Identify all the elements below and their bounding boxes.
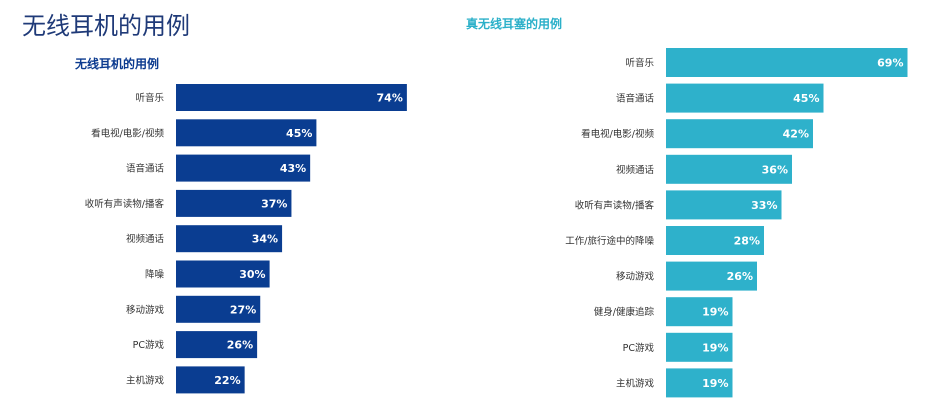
earbuds-value-label: 26% (727, 270, 753, 283)
right-chart-title: 真无线耳塞的用例 (466, 17, 563, 31)
headphones-category-label: 看电视/电影/视频 (91, 127, 164, 139)
earbuds-category-label: 健身/健康追踪 (594, 306, 655, 318)
earbuds-value-label: 19% (702, 377, 728, 390)
headphones-bar (176, 154, 311, 182)
page-title: 无线耳机的用例 (22, 12, 190, 40)
headphones-value-label: 26% (227, 339, 253, 352)
headphones-category-label: 降噪 (145, 269, 165, 281)
earbuds-bar (666, 368, 733, 398)
earbuds-bar (666, 226, 764, 255)
earbuds-bar (666, 332, 733, 362)
headphones-bar (176, 189, 292, 217)
headphones-category-label: 主机游戏 (126, 374, 165, 386)
earbuds-bar (666, 154, 792, 184)
headphones-category-label: 收听有声读物/播客 (85, 198, 165, 210)
headphones-bar (176, 225, 283, 253)
earbuds-value-label: 42% (783, 128, 809, 141)
earbuds-category-label: 移动游戏 (616, 271, 655, 283)
headphones-category-label: PC游戏 (133, 339, 165, 351)
headphones-category-label: 移动游戏 (126, 304, 165, 316)
earbuds-bar (666, 83, 824, 113)
earbuds-category-label: 工作/旅行途中的降噪 (565, 235, 654, 247)
earbuds-value-label: 33% (751, 199, 777, 212)
earbuds-value-label: 36% (762, 163, 788, 176)
headphones-value-label: 45% (286, 127, 312, 140)
headphones-bar (176, 366, 245, 394)
headphones-bar (176, 84, 407, 111)
earbuds-category-label: 主机游戏 (616, 377, 655, 389)
headphones-bar (176, 295, 261, 323)
earbuds-value-label: 45% (793, 92, 819, 105)
earbuds-bar (666, 119, 813, 149)
headphones-use-case-chart: 听音乐 74% 看电视/电影/视频 45% 语音通话 43% 收听有声读物/播客 37% 视频通… (85, 84, 407, 394)
earbuds-value-label: 19% (702, 306, 728, 319)
earbuds-value-label: 28% (734, 235, 760, 248)
headphones-value-label: 27% (230, 303, 256, 316)
headphones-value-label: 43% (280, 162, 306, 175)
headphones-value-label: 30% (239, 268, 265, 281)
headphones-value-label: 74% (377, 92, 403, 105)
earbuds-bar (666, 190, 782, 220)
earbuds-category-label: 语音通话 (616, 93, 655, 105)
earbuds-bar (666, 261, 757, 291)
headphones-value-label: 22% (214, 374, 240, 387)
earbuds-category-label: 看电视/电影/视频 (581, 128, 654, 140)
earbuds-category-label: 收听有声读物/播客 (575, 199, 655, 211)
headphones-value-label: 37% (261, 197, 287, 210)
earbuds-category-label: 听音乐 (625, 57, 654, 69)
earbuds-value-label: 19% (702, 341, 728, 354)
headphones-bar (176, 119, 317, 147)
headphones-bar (176, 331, 258, 359)
earbuds-value-label: 69% (877, 57, 903, 70)
headphones-bar (176, 260, 270, 288)
earbuds-bar (666, 297, 733, 327)
earbuds-bar (666, 48, 908, 77)
headphones-value-label: 34% (252, 233, 278, 246)
headphones-category-label: 听音乐 (135, 92, 164, 104)
headphones-category-label: 视频通话 (126, 233, 165, 245)
earbuds-category-label: PC游戏 (623, 342, 655, 354)
headphones-category-label: 语音通话 (126, 163, 165, 175)
earbuds-category-label: 视频通话 (616, 164, 655, 176)
left-chart-title: 无线耳机的用例 (75, 57, 160, 71)
